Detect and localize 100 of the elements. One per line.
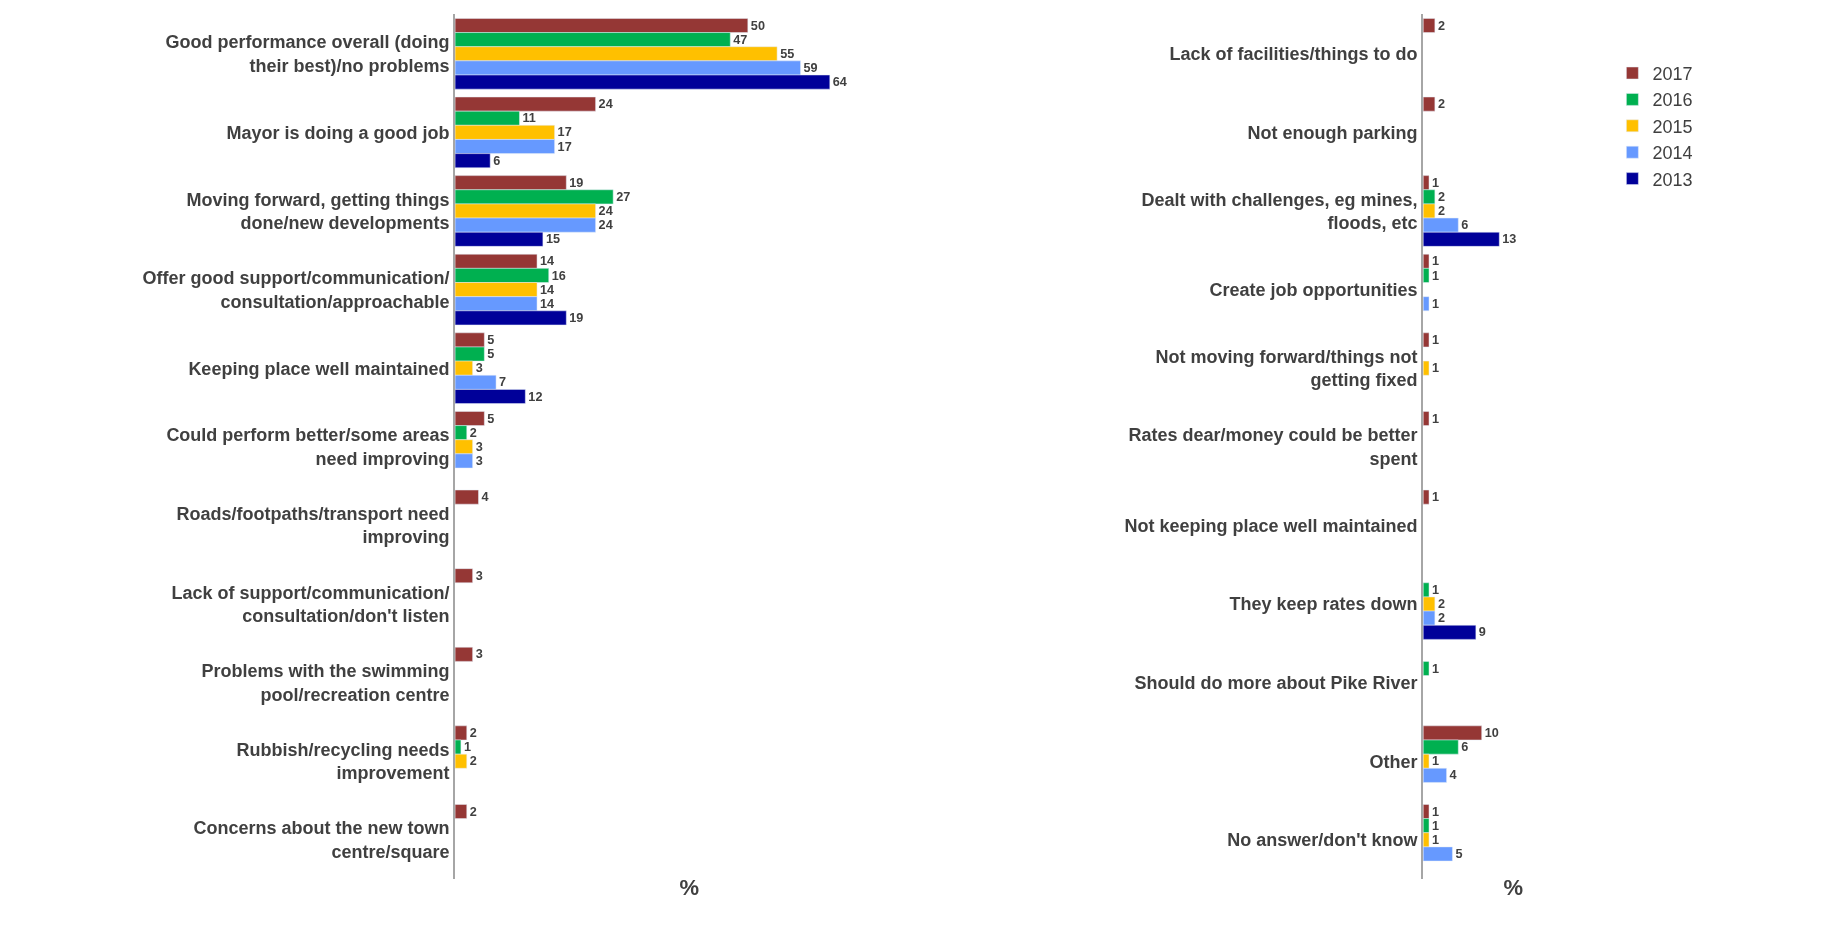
y-tick-label: Concerns about the new town centre/square xyxy=(193,818,450,862)
data-label: 1 xyxy=(463,740,471,755)
data-label: 3 xyxy=(475,361,483,376)
legend-label: 2015 xyxy=(1652,116,1693,137)
data-label: 6 xyxy=(493,153,501,168)
data-label: 17 xyxy=(557,139,572,154)
data-label: 14 xyxy=(540,254,555,269)
bar xyxy=(455,568,473,584)
legend-label: 2016 xyxy=(1652,90,1693,111)
bar xyxy=(1423,18,1436,33)
data-label: 50 xyxy=(750,18,765,33)
bar xyxy=(1423,489,1430,505)
data-label: 24 xyxy=(598,218,613,233)
data-label: 1 xyxy=(1432,832,1440,847)
data-label: 2 xyxy=(469,726,477,741)
data-label: 10 xyxy=(1484,726,1499,741)
y-tick-label: Rubbish/recycling needs improvement xyxy=(236,739,450,784)
data-label: 16 xyxy=(551,268,566,283)
bar xyxy=(455,489,479,505)
data-label: 64 xyxy=(832,75,847,90)
legend-label: 2013 xyxy=(1652,169,1693,190)
x-axis-title: % xyxy=(1503,875,1523,901)
y-tick-label: Could perform better/some areas need improving xyxy=(166,425,450,469)
data-label: 47 xyxy=(733,32,748,47)
data-label: 12 xyxy=(528,389,543,404)
y-tick-label: Keeping place well maintained xyxy=(188,358,450,379)
legend-label: 2017 xyxy=(1652,64,1693,85)
data-label: 14 xyxy=(540,296,555,311)
data-label: 1 xyxy=(1432,361,1440,376)
y-tick-label: Other xyxy=(1369,751,1418,772)
y-tick-label: Offer good support/communication/ consultation/approachable xyxy=(142,268,450,312)
bar xyxy=(1423,296,1430,312)
bar xyxy=(455,646,473,662)
data-label: 1 xyxy=(1432,490,1440,505)
y-tick-label: Moving forward, getting things done/new developments xyxy=(186,189,450,233)
data-label: 19 xyxy=(569,310,584,325)
data-label: 11 xyxy=(522,111,536,126)
data-label: 3 xyxy=(475,439,483,454)
data-label: 2 xyxy=(1437,204,1445,219)
data-label: 5 xyxy=(487,332,495,347)
data-label: 5 xyxy=(487,347,495,362)
y-tick-label: Not keeping place well maintained xyxy=(1124,515,1418,536)
data-label: 1 xyxy=(1432,268,1440,283)
data-label: 6 xyxy=(1461,740,1469,755)
data-label: 1 xyxy=(1432,582,1440,597)
data-label: 55 xyxy=(780,46,795,61)
data-label: 5 xyxy=(1455,847,1463,862)
y-tick-label: Good performance overall (doing their best)/no problems xyxy=(165,32,450,76)
bar xyxy=(1423,96,1436,112)
data-label: 14 xyxy=(540,282,555,297)
data-label: 24 xyxy=(598,97,613,112)
bar xyxy=(1423,360,1430,376)
y-tick-label: Create job opportunities xyxy=(1209,279,1418,300)
y-tick-label: They keep rates down xyxy=(1229,594,1418,615)
x-axis-title: % xyxy=(679,875,700,901)
data-label: 2 xyxy=(469,425,477,440)
data-label: 19 xyxy=(569,175,584,190)
data-label: 3 xyxy=(475,454,483,469)
y-tick-label: Not moving forward/things not getting fixed xyxy=(1155,346,1418,391)
data-label: 2 xyxy=(1437,597,1445,612)
y-tick-label: Lack of facilities/things to do xyxy=(1169,44,1418,65)
y-tick-label: Rates dear/money could be better spent xyxy=(1128,425,1418,469)
data-label: 2 xyxy=(1437,18,1445,33)
data-label: 15 xyxy=(545,232,560,247)
y-tick-label: No answer/don't know xyxy=(1227,830,1419,851)
data-label: 5 xyxy=(487,411,495,426)
data-label: 3 xyxy=(475,568,483,583)
data-label: 1 xyxy=(1432,332,1440,347)
y-tick-label: Problems with the swimming pool/recreation centre xyxy=(201,661,450,705)
data-label: 2 xyxy=(1437,189,1445,204)
data-label: 13 xyxy=(1502,232,1517,247)
data-label: 4 xyxy=(481,490,489,505)
data-label: 17 xyxy=(557,125,572,140)
data-label: 3 xyxy=(475,647,483,662)
data-label: 7 xyxy=(499,375,507,390)
data-label: 24 xyxy=(598,204,613,219)
data-label: 2 xyxy=(469,754,477,769)
data-label: 1 xyxy=(1432,296,1440,311)
data-label: 9 xyxy=(1478,625,1486,640)
data-label: 2 xyxy=(469,804,477,819)
data-label: 1 xyxy=(1432,804,1440,819)
y-tick-label: Lack of support/communication/ consultation/don't listen xyxy=(171,582,450,627)
legend-label: 2014 xyxy=(1652,143,1693,164)
data-label: 1 xyxy=(1432,661,1440,676)
y-tick-label: Not enough parking xyxy=(1247,122,1418,143)
data-label: 2 xyxy=(1437,97,1445,112)
bar xyxy=(1423,661,1430,676)
data-label: 4 xyxy=(1449,768,1457,783)
data-label: 1 xyxy=(1432,818,1440,833)
y-tick-label: Roads/footpaths/transport need improving xyxy=(176,504,450,548)
y-tick-label: Mayor is doing a good job xyxy=(226,122,450,143)
y-tick-label: Should do more about Pike River xyxy=(1134,672,1418,693)
data-label: 6 xyxy=(1461,218,1469,233)
data-label: 27 xyxy=(616,189,631,204)
data-label: 1 xyxy=(1432,254,1440,269)
data-label: 2 xyxy=(1437,611,1445,626)
data-label: 1 xyxy=(1432,175,1440,190)
bar xyxy=(455,804,468,819)
bar xyxy=(1423,332,1430,348)
y-tick-label: Dealt with challenges, eg mines, floods, etc xyxy=(1141,189,1418,233)
